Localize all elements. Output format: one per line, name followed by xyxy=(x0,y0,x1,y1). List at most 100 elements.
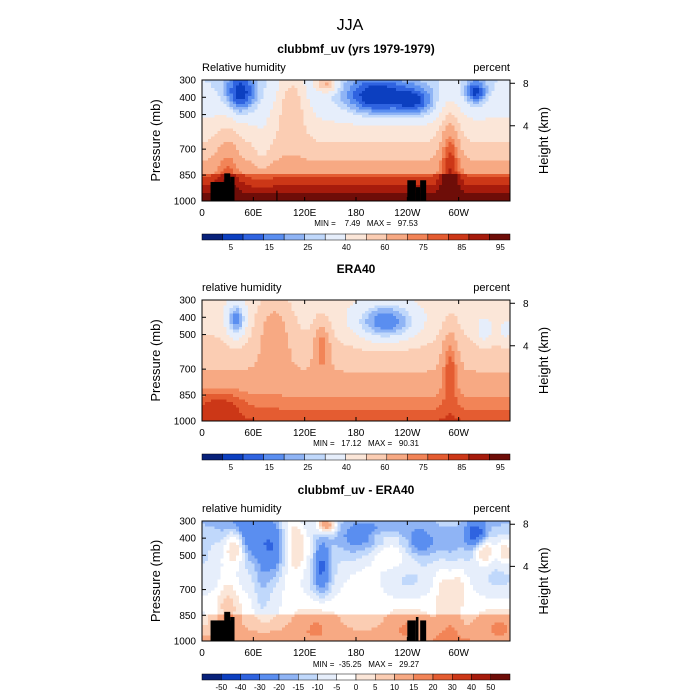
contour-cell xyxy=(349,82,354,86)
contour-cell xyxy=(500,171,505,175)
contour-cell xyxy=(405,88,409,92)
contour-cell xyxy=(248,80,252,84)
contour-cell xyxy=(282,112,286,116)
contour-cell xyxy=(202,160,206,164)
contour-cell xyxy=(488,133,493,138)
contour-cell xyxy=(392,182,397,186)
contour-cell xyxy=(371,101,376,105)
contour-cell xyxy=(392,93,397,97)
contour-cell xyxy=(500,163,505,167)
contour-cell xyxy=(328,192,332,197)
contour-cell xyxy=(238,198,243,202)
contour-cell xyxy=(337,123,342,127)
contour-cell xyxy=(389,125,394,129)
contour-cell xyxy=(469,93,474,97)
contour-cell xyxy=(365,190,369,194)
contour-cell xyxy=(368,117,372,121)
contour-cell xyxy=(312,131,317,135)
contour-cell xyxy=(337,109,342,113)
contour-cell xyxy=(254,155,259,159)
contour-cell xyxy=(460,112,465,116)
contour-cell xyxy=(352,133,357,138)
contour-cell xyxy=(300,168,305,173)
contour-cell xyxy=(365,131,369,135)
contour-cell xyxy=(291,147,295,151)
contour-cell xyxy=(254,176,259,181)
contour-cell xyxy=(242,176,246,181)
contour-cell xyxy=(251,117,255,121)
contour-cell xyxy=(285,125,289,129)
contour-cell xyxy=(245,90,249,95)
contour-cell xyxy=(254,305,259,309)
contour-cell xyxy=(417,171,422,175)
contour-cell xyxy=(211,139,215,143)
contour-cell xyxy=(448,176,453,181)
contour-cell xyxy=(254,300,259,304)
contour-cell xyxy=(494,187,499,191)
contour-cell xyxy=(454,80,459,84)
contour-cell xyxy=(414,114,419,119)
contour-cell xyxy=(334,192,339,197)
contour-cell xyxy=(291,176,295,181)
contour-cell xyxy=(202,101,206,105)
contour-cell xyxy=(328,123,332,127)
contour-cell xyxy=(238,176,243,181)
contour-cell xyxy=(343,88,348,92)
contour-cell xyxy=(359,90,363,95)
contour-cell xyxy=(202,198,206,202)
contour-cell xyxy=(368,96,372,100)
contour-cell xyxy=(285,133,289,138)
contour-cell xyxy=(386,176,391,181)
contour-cell xyxy=(463,184,468,189)
contour-cell xyxy=(374,88,379,92)
contour-cell xyxy=(457,114,462,119)
contour-cell xyxy=(473,149,477,154)
contour-cell xyxy=(488,198,493,202)
contour-cell xyxy=(420,136,425,140)
contour-cell xyxy=(377,144,382,148)
contour-cell xyxy=(251,160,255,164)
contour-cell xyxy=(439,182,443,186)
contour-cell xyxy=(399,131,403,135)
contour-cell xyxy=(365,85,369,89)
contour-cell xyxy=(356,192,360,197)
contour-cell xyxy=(383,80,388,84)
contour-cell xyxy=(420,93,425,97)
contour-cell xyxy=(417,141,422,146)
contour-cell xyxy=(328,160,332,164)
contour-cell xyxy=(352,171,357,175)
contour-cell xyxy=(500,104,505,108)
contour-cell xyxy=(325,155,329,159)
contour-cell xyxy=(420,90,425,95)
contour-cell xyxy=(251,184,255,189)
contour-cell xyxy=(485,192,490,197)
contour-cell xyxy=(232,112,237,116)
field-label: Relative humidity xyxy=(202,62,286,74)
contour-cell xyxy=(469,131,474,135)
contour-cell xyxy=(211,157,215,162)
contour-cell xyxy=(272,300,277,304)
contour-cell xyxy=(300,155,305,159)
contour-cell xyxy=(294,160,299,164)
contour-cell xyxy=(214,123,218,127)
contour-cell xyxy=(356,96,360,100)
contour-cell xyxy=(457,166,462,170)
contour-cell xyxy=(291,128,295,132)
contour-cell xyxy=(325,187,329,191)
contour-cell xyxy=(426,149,431,154)
contour-cell xyxy=(242,128,246,132)
contour-cell xyxy=(469,157,474,162)
contour-cell xyxy=(417,112,422,116)
contour-cell xyxy=(272,112,277,116)
contour-cell xyxy=(291,160,295,164)
contour-cell xyxy=(208,114,212,119)
contour-cell xyxy=(457,184,462,189)
contour-cell xyxy=(368,168,372,173)
contour-cell xyxy=(473,128,477,132)
contour-cell xyxy=(494,195,499,199)
contour-cell xyxy=(454,192,459,197)
contour-cell xyxy=(254,85,259,89)
contour-cell xyxy=(217,101,222,105)
contour-cell xyxy=(300,198,305,202)
contour-cell xyxy=(297,305,302,309)
